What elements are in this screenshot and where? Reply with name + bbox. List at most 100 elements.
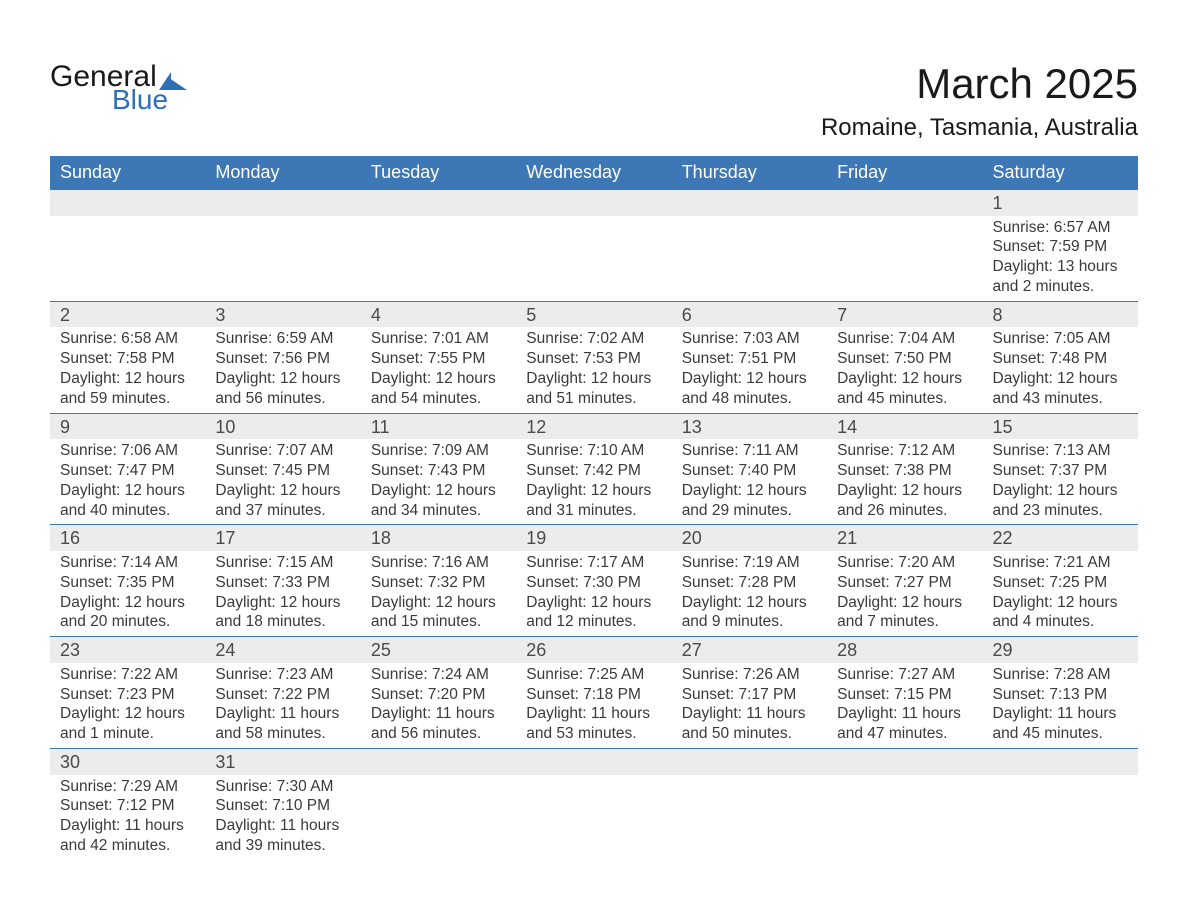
day-detail-cell	[827, 775, 982, 860]
day-number-row: 3031	[50, 749, 1138, 775]
day-detail-cell: Sunrise: 7:04 AMSunset: 7:50 PMDaylight:…	[827, 327, 982, 413]
daylight-line: Daylight: 12 hours and 26 minutes.	[837, 481, 972, 521]
sunrise-line: Sunrise: 7:19 AM	[682, 553, 817, 573]
day-detail-cell	[516, 216, 671, 302]
weekday-header: Tuesday	[361, 156, 516, 190]
day-number-cell	[361, 190, 516, 216]
day-detail-cell: Sunrise: 7:28 AMSunset: 7:13 PMDaylight:…	[983, 663, 1138, 749]
sunset-line: Sunset: 7:53 PM	[526, 349, 661, 369]
sunset-line: Sunset: 7:12 PM	[60, 796, 195, 816]
day-number-cell: 20	[672, 525, 827, 551]
daylight-line: Daylight: 12 hours and 40 minutes.	[60, 481, 195, 521]
daylight-line: Daylight: 12 hours and 48 minutes.	[682, 369, 817, 409]
daylight-line: Daylight: 12 hours and 51 minutes.	[526, 369, 661, 409]
sunset-line: Sunset: 7:35 PM	[60, 573, 195, 593]
day-number-cell	[827, 749, 982, 775]
sunset-line: Sunset: 7:28 PM	[682, 573, 817, 593]
day-number-cell: 12	[516, 413, 671, 439]
day-number-cell	[672, 749, 827, 775]
day-number-cell: 30	[50, 749, 205, 775]
day-detail-cell: Sunrise: 7:25 AMSunset: 7:18 PMDaylight:…	[516, 663, 671, 749]
day-detail-cell: Sunrise: 7:20 AMSunset: 7:27 PMDaylight:…	[827, 551, 982, 637]
daylight-line: Daylight: 12 hours and 20 minutes.	[60, 593, 195, 633]
day-detail-row: Sunrise: 7:06 AMSunset: 7:47 PMDaylight:…	[50, 439, 1138, 525]
sunrise-line: Sunrise: 7:13 AM	[993, 441, 1128, 461]
title-location: Romaine, Tasmania, Australia	[821, 114, 1138, 142]
day-detail-cell: Sunrise: 7:26 AMSunset: 7:17 PMDaylight:…	[672, 663, 827, 749]
day-number-cell	[50, 190, 205, 216]
sunrise-line: Sunrise: 7:23 AM	[215, 665, 350, 685]
day-detail-cell	[50, 216, 205, 302]
sunset-line: Sunset: 7:38 PM	[837, 461, 972, 481]
sunset-line: Sunset: 7:40 PM	[682, 461, 817, 481]
day-detail-cell: Sunrise: 7:02 AMSunset: 7:53 PMDaylight:…	[516, 327, 671, 413]
day-number-row: 23242526272829	[50, 637, 1138, 663]
day-number-cell: 17	[205, 525, 360, 551]
day-detail-cell: Sunrise: 7:14 AMSunset: 7:35 PMDaylight:…	[50, 551, 205, 637]
daylight-line: Daylight: 12 hours and 4 minutes.	[993, 593, 1128, 633]
daylight-line: Daylight: 12 hours and 7 minutes.	[837, 593, 972, 633]
day-detail-cell: Sunrise: 6:58 AMSunset: 7:58 PMDaylight:…	[50, 327, 205, 413]
day-detail-cell: Sunrise: 7:01 AMSunset: 7:55 PMDaylight:…	[361, 327, 516, 413]
sunset-line: Sunset: 7:50 PM	[837, 349, 972, 369]
daylight-line: Daylight: 12 hours and 15 minutes.	[371, 593, 506, 633]
sunset-line: Sunset: 7:58 PM	[60, 349, 195, 369]
sunset-line: Sunset: 7:47 PM	[60, 461, 195, 481]
daylight-line: Daylight: 11 hours and 53 minutes.	[526, 704, 661, 744]
day-detail-cell	[516, 775, 671, 860]
day-detail-cell: Sunrise: 7:22 AMSunset: 7:23 PMDaylight:…	[50, 663, 205, 749]
sunset-line: Sunset: 7:51 PM	[682, 349, 817, 369]
sunset-line: Sunset: 7:30 PM	[526, 573, 661, 593]
day-detail-cell: Sunrise: 7:17 AMSunset: 7:30 PMDaylight:…	[516, 551, 671, 637]
day-number-row: 9101112131415	[50, 413, 1138, 439]
day-number-cell: 24	[205, 637, 360, 663]
day-number-cell: 8	[983, 301, 1138, 327]
sunset-line: Sunset: 7:15 PM	[837, 685, 972, 705]
sunrise-line: Sunrise: 7:21 AM	[993, 553, 1128, 573]
day-number-cell: 25	[361, 637, 516, 663]
day-detail-row: Sunrise: 6:58 AMSunset: 7:58 PMDaylight:…	[50, 327, 1138, 413]
day-detail-cell: Sunrise: 7:24 AMSunset: 7:20 PMDaylight:…	[361, 663, 516, 749]
logo: General Blue	[50, 60, 187, 116]
day-detail-cell: Sunrise: 7:19 AMSunset: 7:28 PMDaylight:…	[672, 551, 827, 637]
day-detail-row: Sunrise: 7:14 AMSunset: 7:35 PMDaylight:…	[50, 551, 1138, 637]
day-number-cell: 27	[672, 637, 827, 663]
day-number-cell: 31	[205, 749, 360, 775]
day-number-cell: 10	[205, 413, 360, 439]
sunrise-line: Sunrise: 7:12 AM	[837, 441, 972, 461]
sunset-line: Sunset: 7:42 PM	[526, 461, 661, 481]
sunset-line: Sunset: 7:59 PM	[993, 237, 1128, 257]
calendar-table: Sunday Monday Tuesday Wednesday Thursday…	[50, 156, 1138, 860]
day-number-cell: 22	[983, 525, 1138, 551]
day-detail-row: Sunrise: 7:29 AMSunset: 7:12 PMDaylight:…	[50, 775, 1138, 860]
sunrise-line: Sunrise: 7:26 AM	[682, 665, 817, 685]
sunrise-line: Sunrise: 7:04 AM	[837, 329, 972, 349]
sunrise-line: Sunrise: 7:24 AM	[371, 665, 506, 685]
day-number-cell: 26	[516, 637, 671, 663]
day-number-cell	[516, 749, 671, 775]
day-detail-cell: Sunrise: 7:27 AMSunset: 7:15 PMDaylight:…	[827, 663, 982, 749]
day-number-cell: 5	[516, 301, 671, 327]
weekday-header: Sunday	[50, 156, 205, 190]
daylight-line: Daylight: 12 hours and 45 minutes.	[837, 369, 972, 409]
sunrise-line: Sunrise: 7:11 AM	[682, 441, 817, 461]
sunset-line: Sunset: 7:23 PM	[60, 685, 195, 705]
day-detail-cell: Sunrise: 7:21 AMSunset: 7:25 PMDaylight:…	[983, 551, 1138, 637]
sunrise-line: Sunrise: 7:22 AM	[60, 665, 195, 685]
sunrise-line: Sunrise: 7:01 AM	[371, 329, 506, 349]
day-number-cell	[983, 749, 1138, 775]
sunset-line: Sunset: 7:13 PM	[993, 685, 1128, 705]
day-detail-cell: Sunrise: 7:05 AMSunset: 7:48 PMDaylight:…	[983, 327, 1138, 413]
sunset-line: Sunset: 7:20 PM	[371, 685, 506, 705]
day-detail-cell: Sunrise: 7:16 AMSunset: 7:32 PMDaylight:…	[361, 551, 516, 637]
calendar-page: General Blue March 2025 Romaine, Tasmani…	[0, 0, 1188, 900]
page-header: General Blue March 2025 Romaine, Tasmani…	[50, 60, 1138, 142]
sunset-line: Sunset: 7:37 PM	[993, 461, 1128, 481]
day-number-cell	[672, 190, 827, 216]
sunrise-line: Sunrise: 7:29 AM	[60, 777, 195, 797]
day-number-cell: 2	[50, 301, 205, 327]
daylight-line: Daylight: 13 hours and 2 minutes.	[993, 257, 1128, 297]
day-number-cell: 11	[361, 413, 516, 439]
title-block: March 2025 Romaine, Tasmania, Australia	[821, 60, 1138, 142]
day-number-cell: 9	[50, 413, 205, 439]
